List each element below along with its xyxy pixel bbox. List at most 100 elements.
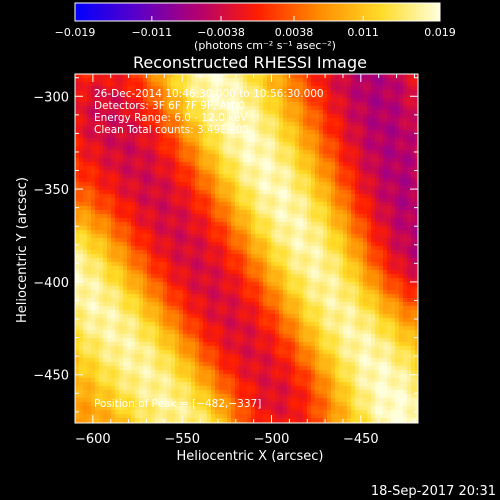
heatmap-cell [259, 222, 263, 226]
heatmap-cell [279, 242, 283, 246]
heatmap-cell [391, 166, 395, 170]
heatmap-cell [207, 110, 211, 114]
heatmap-cell [147, 254, 151, 258]
heatmap-cell [199, 138, 203, 142]
heatmap-cell [299, 194, 303, 198]
heatmap-cell [99, 182, 103, 186]
heatmap-cell [343, 218, 347, 222]
heatmap-cell [287, 262, 291, 266]
heatmap-cell [335, 94, 339, 98]
heatmap-cell [163, 166, 167, 170]
heatmap-cell [367, 162, 371, 166]
heatmap-cell [399, 154, 403, 158]
heatmap-cell [143, 254, 147, 258]
heatmap-cell [319, 210, 323, 214]
heatmap-cell [263, 118, 267, 122]
heatmap-cell [175, 162, 179, 166]
heatmap-cell [311, 98, 315, 102]
heatmap-cell [171, 186, 175, 190]
heatmap-cell [275, 154, 279, 158]
heatmap-cell [323, 154, 327, 158]
heatmap-cell [167, 270, 171, 274]
heatmap-cell [331, 150, 335, 154]
heatmap-cell [215, 126, 219, 130]
heatmap-cell [243, 98, 247, 102]
heatmap-cell [255, 162, 259, 166]
heatmap-cell [203, 102, 207, 106]
heatmap-cell [99, 94, 103, 98]
heatmap-cell [87, 114, 91, 118]
heatmap-cell [363, 222, 367, 226]
heatmap-cell [235, 254, 239, 258]
heatmap-cell [343, 158, 347, 162]
heatmap-cell [387, 214, 391, 218]
heatmap-cell [175, 266, 179, 270]
heatmap-cell [143, 298, 147, 302]
heatmap-cell [391, 94, 395, 98]
heatmap-cell [335, 114, 339, 118]
heatmap-cell [411, 282, 415, 286]
heatmap-cell [303, 74, 307, 78]
heatmap-cell [275, 250, 279, 254]
heatmap-cell [75, 182, 79, 186]
heatmap-cell [375, 90, 379, 94]
heatmap-cell [247, 130, 251, 134]
heatmap-cell [259, 242, 263, 246]
heatmap-cell [315, 214, 319, 218]
heatmap-cell [91, 130, 95, 134]
heatmap-cell [355, 186, 359, 190]
heatmap-cell [143, 126, 147, 130]
heatmap-cell [167, 226, 171, 230]
heatmap-cell [103, 102, 107, 106]
heatmap-cell [223, 230, 227, 234]
heatmap-cell [167, 262, 171, 266]
heatmap-cell [183, 262, 187, 266]
heatmap-cell [231, 98, 235, 102]
heatmap-cell [231, 278, 235, 282]
heatmap-cell [311, 94, 315, 98]
heatmap-cell [163, 218, 167, 222]
heatmap-cell [103, 214, 107, 218]
heatmap-cell [379, 170, 383, 174]
heatmap-cell [367, 226, 371, 230]
heatmap-cell [243, 102, 247, 106]
heatmap-cell [203, 146, 207, 150]
heatmap-cell [199, 238, 203, 242]
heatmap-cell [339, 290, 343, 294]
heatmap-cell [331, 102, 335, 106]
heatmap-cell [407, 206, 411, 210]
heatmap-cell [107, 158, 111, 162]
heatmap-cell [247, 294, 251, 298]
heatmap-cell [235, 242, 239, 246]
heatmap-cell [259, 290, 263, 294]
heatmap-cell [167, 266, 171, 270]
heatmap-cell [103, 246, 107, 250]
heatmap-cell [123, 78, 127, 82]
heatmap-cell [115, 94, 119, 98]
heatmap-cell [411, 106, 415, 110]
heatmap-cell [167, 186, 171, 190]
heatmap-cell [259, 78, 263, 82]
heatmap-cell [371, 278, 375, 282]
heatmap-cell [255, 294, 259, 298]
heatmap-cell [143, 146, 147, 150]
heatmap-cell [255, 226, 259, 230]
heatmap-cell [291, 78, 295, 82]
heatmap-cell [283, 258, 287, 262]
heatmap-cell [395, 182, 399, 186]
heatmap-cell [179, 266, 183, 270]
heatmap-cell [139, 266, 143, 270]
heatmap-cell [155, 158, 159, 162]
heatmap-cell [227, 74, 231, 78]
heatmap-cell [107, 274, 111, 278]
heatmap-cell [127, 198, 131, 202]
heatmap-cell [339, 210, 343, 214]
heatmap-cell [183, 142, 187, 146]
heatmap-cell [91, 126, 95, 130]
heatmap-cell [335, 186, 339, 190]
heatmap-cell [355, 158, 359, 162]
heatmap-cell [403, 102, 407, 106]
heatmap-cell [315, 154, 319, 158]
heatmap-cell [219, 74, 223, 78]
heatmap-cell [147, 94, 151, 98]
